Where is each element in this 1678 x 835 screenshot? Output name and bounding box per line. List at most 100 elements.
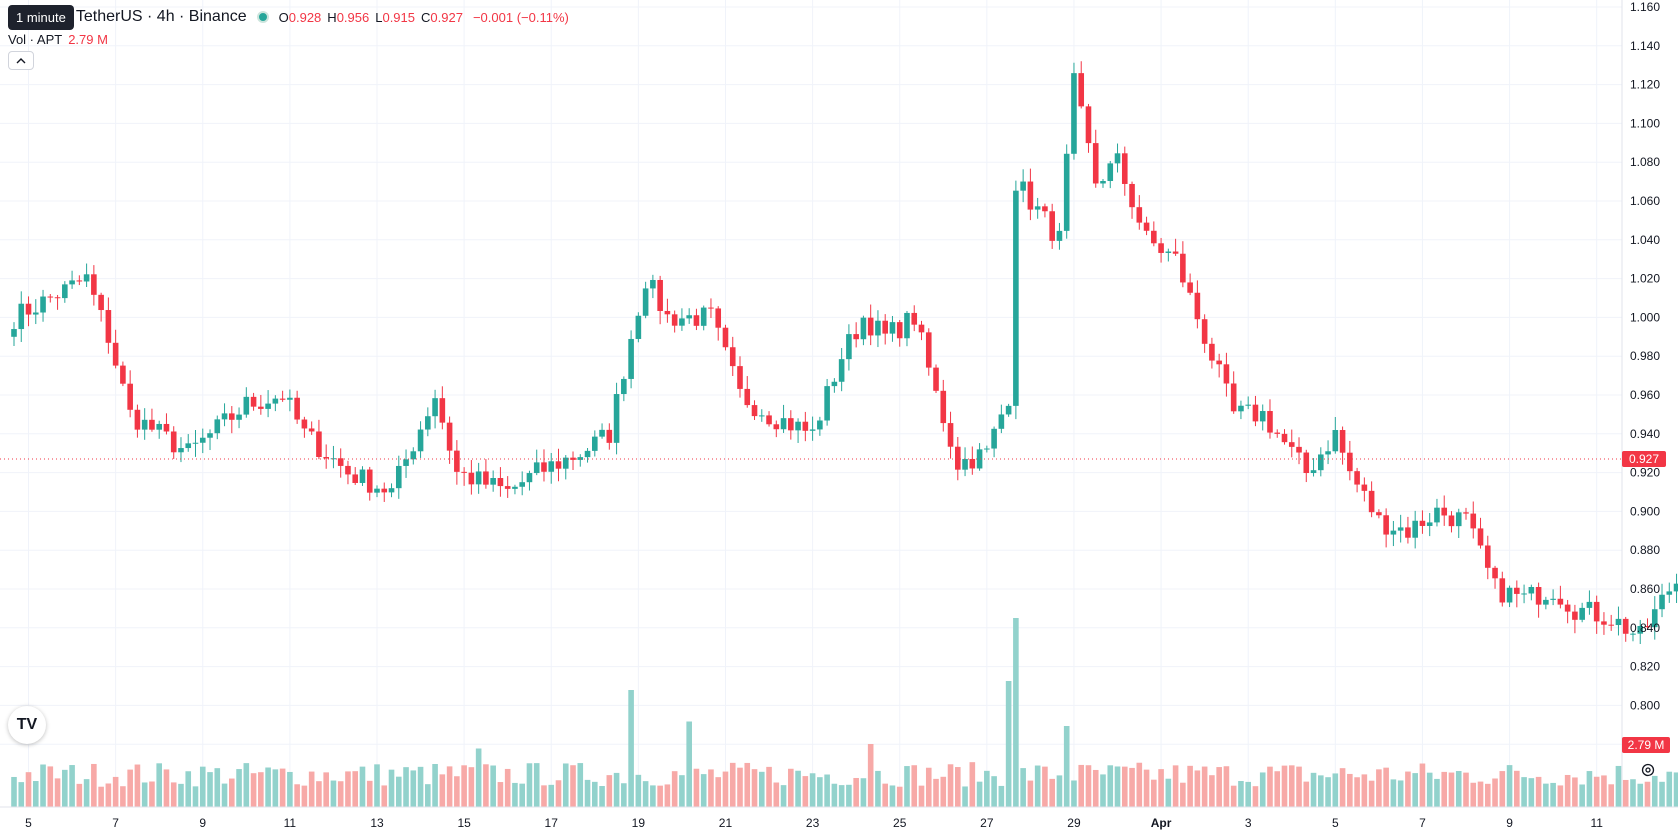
volume-bar [1267, 766, 1273, 807]
volume-bar [1201, 766, 1208, 807]
candle-body [1666, 591, 1673, 595]
volume-bar [1216, 767, 1222, 807]
y-tick-label: 0.840 [1630, 621, 1660, 635]
volume-bar [838, 785, 845, 807]
candle-body [969, 458, 976, 469]
volume-bar [853, 777, 859, 807]
candle-body [940, 390, 947, 424]
candle-body [1455, 512, 1462, 527]
volume-bar [773, 782, 780, 807]
y-tick-label: 0.940 [1630, 427, 1660, 441]
candle-body [621, 378, 627, 395]
y-tick-label: 1.100 [1630, 116, 1660, 130]
y-tick-label: 0.980 [1630, 349, 1660, 363]
collapse-legend-button[interactable] [8, 51, 34, 70]
volume-bar [330, 780, 337, 807]
time-axis[interactable]: 57911131517192123252729Apr357911131517 [0, 806, 1678, 830]
volume-bar [1027, 780, 1034, 807]
volume-bar [236, 769, 242, 807]
volume-bar [860, 778, 867, 807]
tradingview-logo[interactable]: TV [8, 706, 46, 744]
candle-body [1230, 383, 1237, 412]
volume-legend-value: 2.79 M [68, 32, 108, 47]
candle-body [1252, 404, 1259, 422]
candle-body [1121, 153, 1128, 184]
candle-body [1100, 180, 1106, 184]
candle-body [664, 310, 671, 315]
volume-bar [83, 779, 90, 807]
candle-body [1151, 230, 1157, 244]
candle-body [1622, 618, 1629, 634]
volume-bar [889, 785, 896, 807]
volume-bar [395, 776, 402, 807]
candle-body [1187, 282, 1193, 293]
y-tick-label: 0.900 [1630, 504, 1660, 518]
candle-body [1034, 206, 1041, 210]
candle-body [671, 314, 678, 326]
volume-bar [1514, 770, 1520, 807]
candle-body [1506, 587, 1513, 603]
candle-body [388, 488, 395, 493]
price-axis[interactable]: 1.160 1.140 1.120 1.100 1.080 1.060 1.040 1.020… [1621, 0, 1660, 807]
volume-bar [1564, 774, 1571, 807]
candle-body [846, 334, 852, 360]
candle-body [1514, 587, 1520, 594]
candle-body [1463, 512, 1469, 514]
volume-bar [105, 783, 112, 807]
volume-legend[interactable]: Vol · APT 2.79 M [8, 32, 108, 47]
gear-icon[interactable] [1638, 760, 1658, 780]
x-tick-label: 3 [1245, 816, 1252, 830]
candle-body [1071, 73, 1077, 154]
candle-body [570, 457, 576, 460]
volume-bar [1535, 776, 1542, 807]
candle-body [599, 429, 605, 437]
volume-bar [1586, 771, 1593, 807]
volume-bar [1593, 776, 1600, 807]
candle-body [592, 436, 598, 451]
candle-body [468, 472, 475, 485]
volume-bar [882, 783, 888, 807]
volume-bar [824, 774, 830, 807]
candle-body [802, 421, 809, 431]
volume-bar [802, 776, 809, 807]
volume-bar [323, 772, 329, 807]
volume-bar [766, 766, 772, 807]
volume-bar [1499, 771, 1506, 807]
ohlc-close: C0.927 [421, 9, 463, 25]
candle-body [1405, 527, 1411, 538]
volume-bar [1129, 767, 1135, 807]
candle-body [1129, 183, 1135, 208]
symbol-title[interactable]: TetherUS · 4h · Binance [75, 8, 247, 25]
candle-body [1136, 207, 1143, 223]
volume-bar [1223, 766, 1230, 807]
market-status-icon[interactable] [256, 11, 269, 23]
candle-body [163, 423, 170, 432]
volume-bar [1383, 767, 1389, 807]
volume-bar [679, 775, 685, 807]
candle-body [316, 431, 322, 458]
candle-body [686, 315, 692, 319]
candle-body [1441, 507, 1448, 516]
candle-body [199, 437, 206, 443]
x-tick-label: 23 [806, 816, 820, 830]
candle-body [700, 307, 707, 326]
candle-body [831, 381, 838, 387]
y-tick-label: 1.040 [1630, 233, 1660, 247]
candle-body [425, 416, 431, 430]
candle-body [1245, 404, 1251, 406]
volume-bar [192, 786, 199, 807]
candle-body [1448, 515, 1455, 527]
volume-bar [374, 764, 380, 807]
volume-bar [504, 768, 511, 807]
candle-body [519, 482, 525, 487]
volume-bar [1071, 780, 1077, 807]
volume-bar [185, 771, 192, 807]
candle-body [243, 396, 250, 415]
candle-body [555, 461, 562, 469]
candle-body [475, 471, 482, 485]
ohlc-low: L0.915 [375, 9, 416, 25]
candle-body [1608, 624, 1614, 626]
candle-body [359, 469, 366, 483]
volume-bar [1455, 771, 1462, 807]
